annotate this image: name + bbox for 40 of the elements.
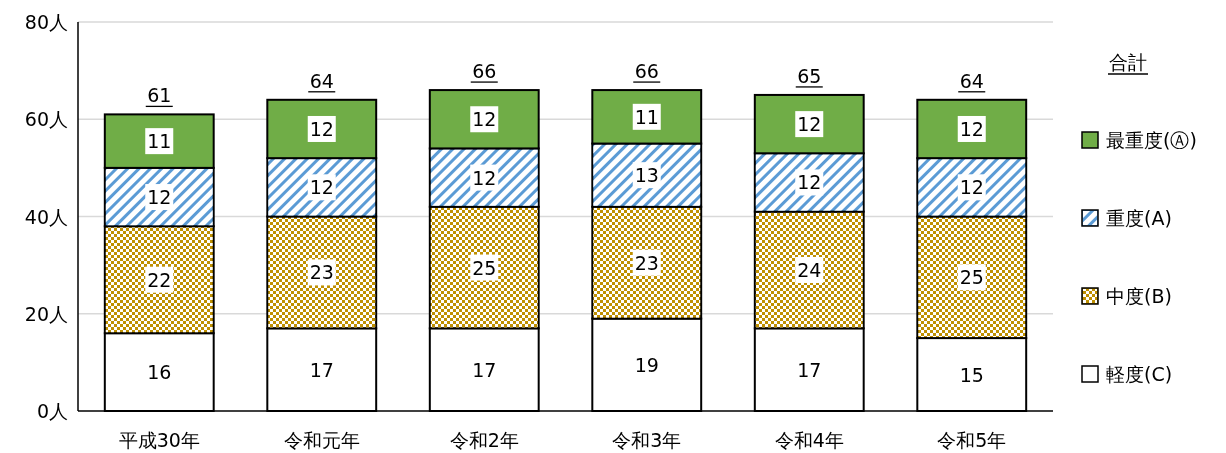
total-label: 66	[472, 60, 497, 83]
data-label: 17	[472, 358, 497, 381]
total-label: 64	[309, 69, 334, 92]
total-label: 64	[959, 69, 984, 92]
data-label: 12	[472, 108, 497, 131]
x-tick-label: 令和3年	[612, 429, 682, 451]
data-label: 23	[634, 251, 659, 274]
data-label: 12	[309, 117, 334, 140]
data-label: 16	[147, 361, 172, 384]
legend-label: 最重度(Ⓐ)	[1106, 129, 1197, 151]
data-label: 19	[634, 353, 659, 376]
y-tick-label: 60人	[24, 108, 68, 131]
data-label: 24	[797, 258, 822, 281]
data-label: 12	[797, 113, 822, 136]
total-label: 61	[147, 84, 172, 107]
legend-label: 軽度(C)	[1106, 363, 1173, 385]
data-label: 11	[147, 130, 172, 153]
legend-label: 中度(B)	[1106, 285, 1172, 307]
y-tick-label: 40人	[24, 205, 68, 228]
data-label: 12	[959, 117, 984, 140]
x-tick-label: 令和2年	[449, 429, 519, 451]
x-tick-label: 令和4年	[774, 429, 844, 451]
data-label: 25	[959, 266, 984, 289]
data-label: 22	[147, 268, 172, 291]
total-label: 65	[797, 64, 822, 87]
data-label: 25	[472, 256, 497, 279]
total-label: 66	[634, 60, 659, 83]
x-tick-label: 令和元年	[283, 429, 360, 451]
data-label: 23	[309, 261, 334, 284]
data-label: 15	[959, 363, 984, 386]
data-label: 11	[634, 105, 659, 128]
legend-label: 重度(A)	[1106, 207, 1172, 229]
x-tick-label: 令和5年	[937, 429, 1007, 451]
data-label: 17	[797, 358, 822, 381]
x-tick-label: 平成30年	[118, 429, 200, 451]
y-tick-label: 80人	[24, 11, 68, 33]
y-tick-label: 20人	[24, 302, 68, 325]
legend-title: 合計	[1109, 51, 1147, 73]
data-label: 17	[309, 358, 334, 381]
y-tick-label: 0人	[36, 400, 68, 422]
